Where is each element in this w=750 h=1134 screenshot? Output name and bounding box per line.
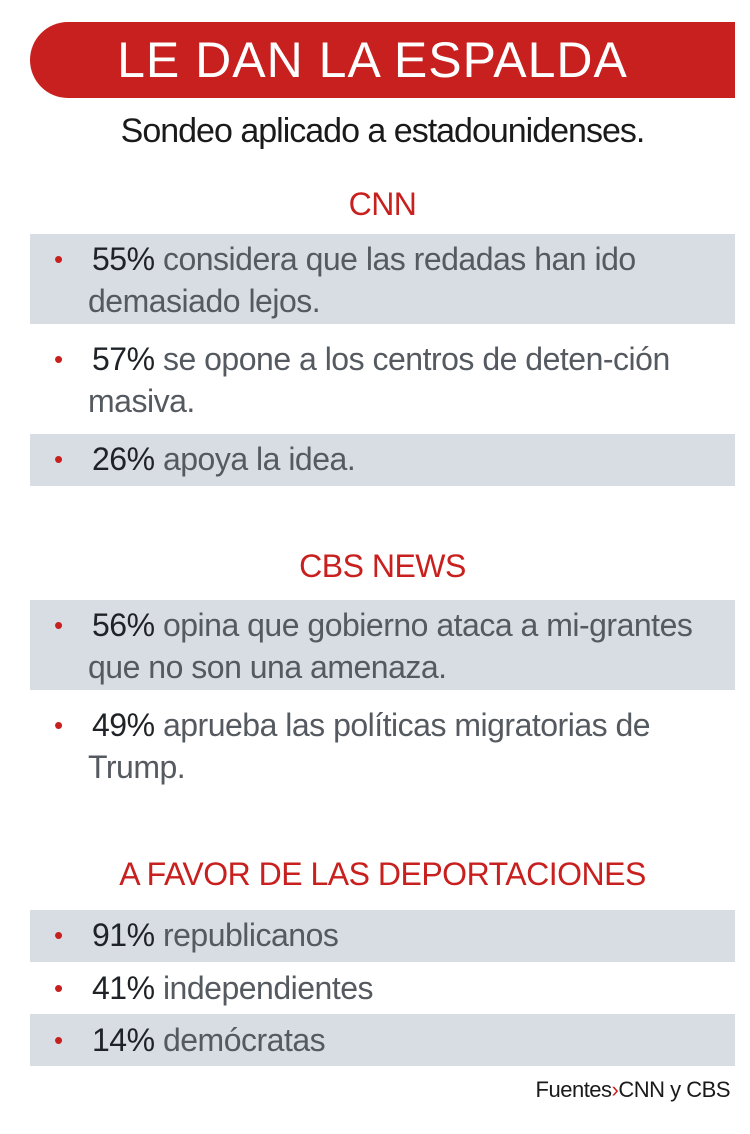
list-item: • 26% apoya la idea. [30, 434, 735, 486]
list-item: • 57% se opone a los centros de deten-ci… [30, 334, 735, 424]
list-item-text: 56% opina que gobierno ataca a mi-grante… [30, 604, 735, 688]
list-item-text: 14% demócratas [30, 1019, 735, 1061]
bullet-icon: • [54, 710, 63, 740]
percentage: 49% [92, 707, 155, 743]
statement: se opone a los centros de deten-ción mas… [88, 341, 670, 419]
section-heading-cnn: CNN [348, 186, 417, 222]
list-item: • 55% considera que las redadas han ido … [30, 234, 735, 324]
percentage: 26% [92, 441, 155, 477]
bullet-icon: • [54, 610, 63, 640]
list-item-text: 91% republicanos [30, 914, 735, 956]
bullet-icon: • [54, 344, 63, 374]
list-item-text: 41% independientes [30, 967, 735, 1009]
bullet-icon: • [54, 1025, 63, 1055]
statement: opina que gobierno ataca a mi-grantes qu… [88, 607, 693, 685]
list-item-text: 26% apoya la idea. [30, 438, 735, 480]
statement: independientes [154, 970, 374, 1006]
statement: considera que las redadas han ido demasi… [88, 241, 636, 319]
section-heading-deportaciones: A FAVOR DE LAS DEPORTACIONES [119, 856, 646, 892]
source-label: Fuentes [535, 1077, 613, 1102]
statement: republicanos [154, 917, 339, 953]
source-credit: Fuentes›CNN y CBS [535, 1077, 731, 1103]
page-title: LE DAN LA ESPALDA [117, 32, 628, 88]
list-item-text: 49% aprueba las políticas migratorias de… [30, 704, 735, 788]
percentage: 41% [92, 970, 155, 1006]
statement: aprueba las políticas migratorias de Tru… [88, 707, 651, 785]
source-value: CNN y CBS [618, 1077, 730, 1102]
list-item: • 91% republicanos [30, 910, 735, 962]
percentage: 14% [92, 1022, 155, 1058]
percentage: 55% [92, 241, 155, 277]
bullet-icon: • [54, 973, 63, 1003]
list-item: • 14% demócratas [30, 1014, 735, 1066]
title-banner: LE DAN LA ESPALDA [30, 22, 735, 98]
percentage: 91% [92, 917, 155, 953]
bullet-icon: • [54, 920, 63, 950]
percentage: 57% [92, 341, 155, 377]
section-heading-cbs: CBS NEWS [299, 548, 466, 584]
statement: apoya la idea. [154, 441, 356, 477]
list-item: • 41% independientes [30, 964, 735, 1014]
list-item: • 49% aprueba las políticas migratorias … [30, 700, 735, 790]
chevron-right-icon: › [611, 1077, 619, 1102]
statement: demócratas [154, 1022, 326, 1058]
list-item: • 56% opina que gobierno ataca a mi-gran… [30, 600, 735, 690]
list-item-text: 57% se opone a los centros de deten-ción… [30, 338, 735, 422]
percentage: 56% [92, 607, 155, 643]
bullet-icon: • [54, 444, 63, 474]
bullet-icon: • [54, 244, 63, 274]
subtitle: Sondeo aplicado a estadounidenses. [120, 112, 646, 150]
list-item-text: 55% considera que las redadas han ido de… [30, 238, 735, 322]
